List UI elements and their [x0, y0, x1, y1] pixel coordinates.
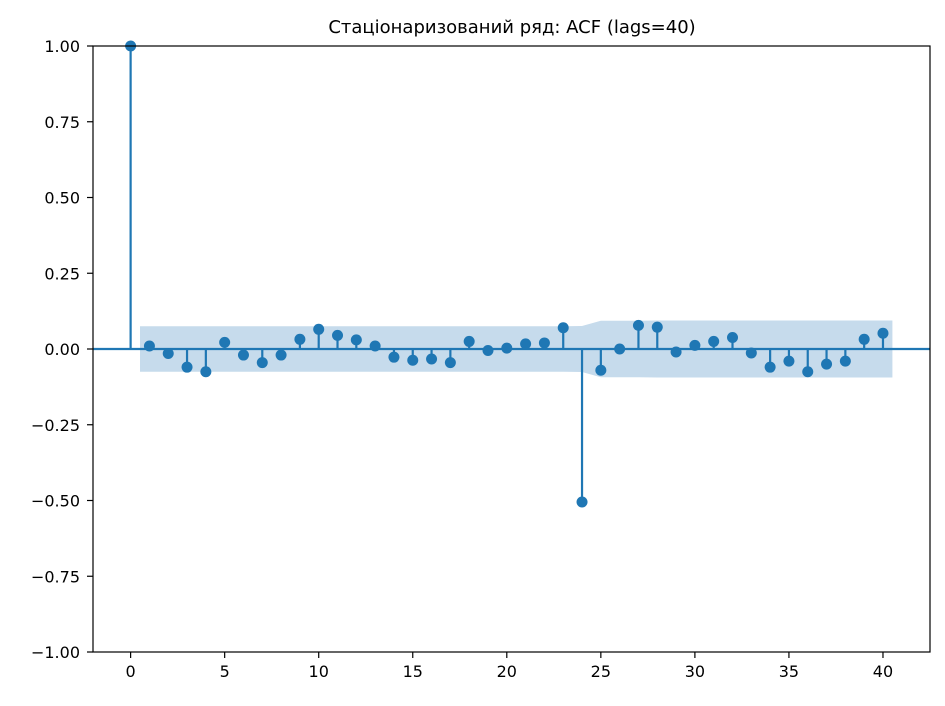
stem-marker-lag-28 — [651, 321, 663, 333]
stem-marker-lag-37 — [821, 358, 833, 370]
stem-marker-lag-24 — [576, 496, 588, 508]
x-tick-label: 0 — [126, 662, 136, 681]
x-tick-label: 5 — [220, 662, 230, 681]
stem-marker-lag-22 — [538, 337, 550, 349]
x-tick-label: 15 — [403, 662, 423, 681]
stem-layer — [93, 40, 930, 508]
stem-marker-lag-35 — [783, 355, 795, 367]
x-tick-label: 30 — [685, 662, 705, 681]
stem-marker-lag-12 — [350, 334, 362, 346]
stem-marker-lag-13 — [369, 340, 381, 352]
x-tick-label: 35 — [779, 662, 799, 681]
stem-marker-lag-36 — [802, 366, 814, 378]
stem-marker-lag-9 — [294, 333, 306, 345]
stem-marker-lag-32 — [727, 331, 739, 343]
stem-marker-lag-27 — [632, 319, 644, 331]
stem-marker-lag-10 — [313, 323, 325, 335]
stem-marker-lag-20 — [501, 342, 513, 354]
stem-marker-lag-17 — [444, 357, 456, 369]
y-tick-label: 0.75 — [44, 113, 80, 132]
y-tick-label: −1.00 — [31, 643, 80, 662]
stem-marker-lag-26 — [614, 343, 626, 355]
x-tick-label: 20 — [497, 662, 517, 681]
stem-marker-lag-31 — [708, 335, 720, 347]
stem-marker-lag-7 — [256, 357, 268, 369]
x-tick-label: 40 — [873, 662, 893, 681]
stem-marker-lag-1 — [143, 340, 155, 352]
stem-marker-lag-25 — [595, 364, 607, 376]
stem-marker-lag-23 — [557, 322, 569, 334]
stem-marker-lag-33 — [745, 347, 757, 359]
stem-marker-lag-19 — [482, 345, 494, 357]
stem-marker-lag-34 — [764, 361, 776, 373]
y-tick-label: 0.00 — [44, 340, 80, 359]
stem-marker-lag-38 — [839, 355, 851, 367]
y-tick-label: −0.25 — [31, 416, 80, 435]
stem-marker-lag-21 — [520, 338, 532, 350]
stem-marker-lag-8 — [275, 349, 287, 361]
y-tick-label: 1.00 — [44, 37, 80, 56]
y-tick-label: −0.75 — [31, 567, 80, 586]
stem-marker-lag-15 — [407, 354, 419, 366]
x-tick-label: 25 — [591, 662, 611, 681]
x-tick-label: 10 — [309, 662, 329, 681]
axes-layer: 0 5 10 15 20 25 30 35 40 1.00 0.75 0.50 0.25 0.00 −0.2… — [31, 37, 931, 681]
chart-title: Стаціонаризований ряд: ACF (lags=40) — [328, 17, 695, 38]
stem-marker-lag-29 — [670, 346, 682, 358]
stem-marker-lag-16 — [426, 353, 438, 365]
stem-marker-lag-3 — [181, 361, 193, 373]
y-tick-label: 0.50 — [44, 189, 80, 208]
stem-marker-lag-11 — [332, 329, 344, 341]
stem-marker-lag-6 — [237, 349, 249, 361]
stem-marker-lag-40 — [877, 327, 889, 339]
stem-marker-lag-14 — [388, 351, 400, 363]
y-tick-label: 0.25 — [44, 264, 80, 283]
stem-marker-lag-2 — [162, 348, 174, 360]
stem-marker-lag-4 — [200, 366, 212, 378]
stem-marker-lag-30 — [689, 339, 701, 351]
stem-marker-lag-39 — [858, 333, 870, 345]
y-tick-label: −0.50 — [31, 492, 80, 511]
stem-marker-lag-5 — [219, 336, 231, 348]
stem-marker-lag-18 — [463, 335, 475, 347]
